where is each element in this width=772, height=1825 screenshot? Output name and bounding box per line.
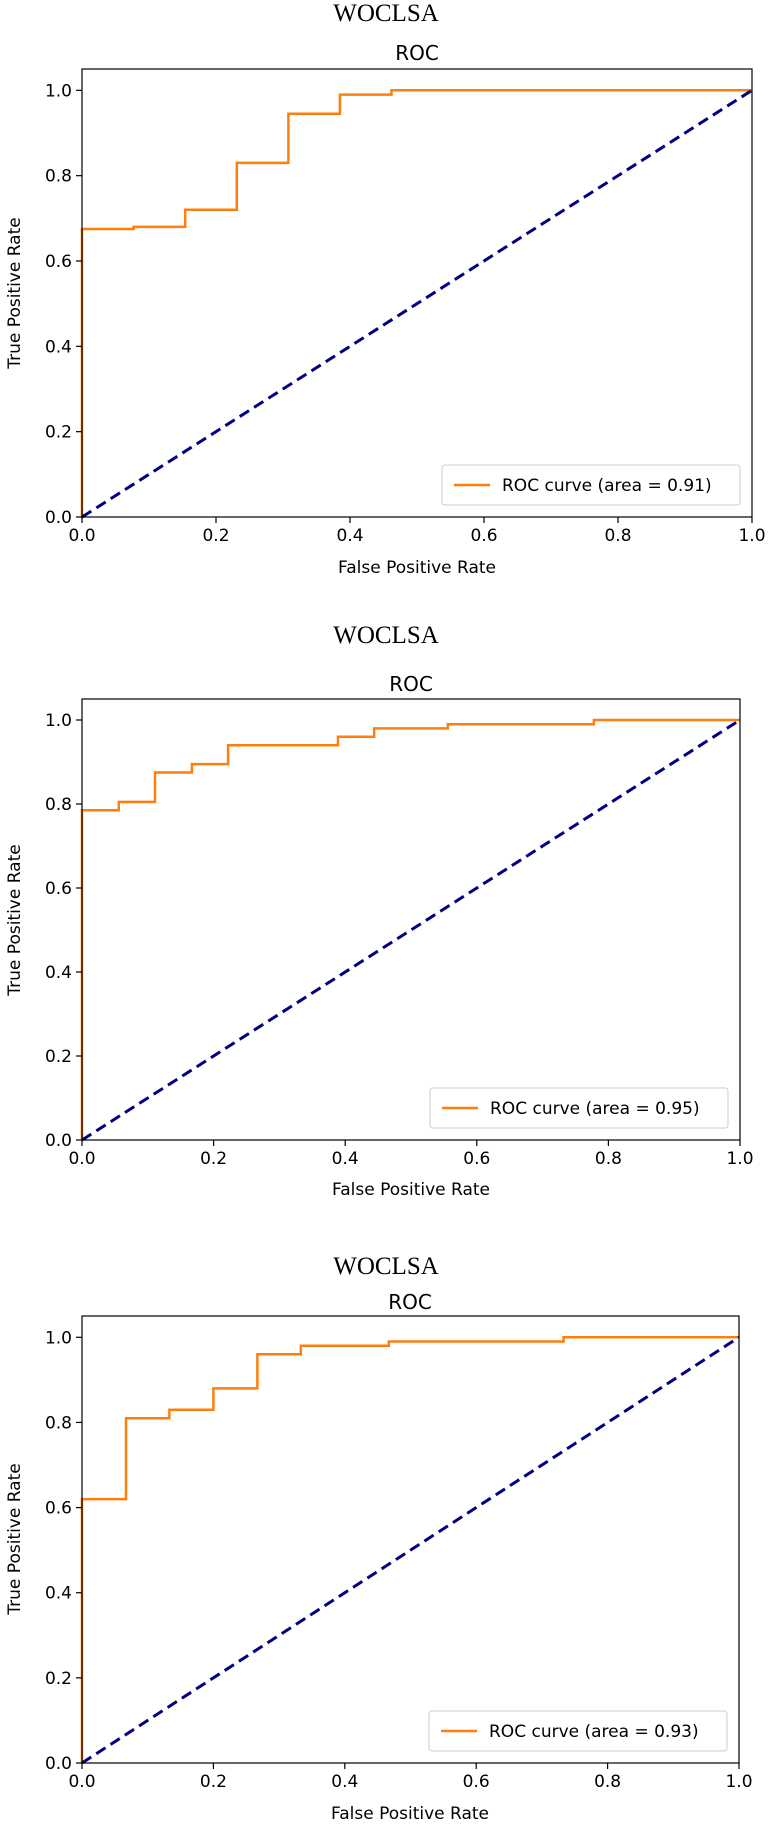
roc-chart-3: ROC False Positive Rate True Positive Ra… — [5, 1290, 753, 1824]
roc-panel-2: WOCLSA ROC False Positive Rate True Posi… — [0, 622, 772, 1222]
legend: ROC curve (area = 0.93) — [428, 1710, 728, 1752]
legend-label: ROC curve (area = 0.93) — [489, 1722, 699, 1742]
x-tick-label: 1.0 — [738, 526, 765, 546]
y-axis-label: True Positive Rate — [5, 1463, 25, 1615]
roc-chart-1: ROC False Positive Rate True Positive Ra… — [5, 41, 766, 578]
y-tick-label: 1.0 — [45, 1328, 72, 1348]
y-tick-label: 0.6 — [45, 1499, 72, 1519]
y-tick-label: 0.4 — [45, 963, 72, 983]
chance-diagonal-line — [81, 1336, 740, 1765]
y-tick-label: 1.0 — [45, 81, 72, 101]
roc-panel-1: WOCLSA ROC False Positive Rate True Posi… — [0, 0, 772, 600]
y-axis-label: True Positive Rate — [5, 217, 25, 369]
figure-title: WOCLSA — [333, 1253, 439, 1280]
plot-frame — [81, 68, 753, 518]
roc-curve-line — [80, 89, 752, 517]
x-tick-label: 0.8 — [594, 1772, 621, 1792]
roc-panel-3: WOCLSA ROC False Positive Rate True Posi… — [0, 1253, 772, 1825]
x-tick-label: 0.0 — [68, 1149, 95, 1169]
chance-diagonal-line — [81, 89, 753, 519]
y-tick-label: 0.2 — [45, 423, 72, 443]
x-tick-label: 0.0 — [68, 526, 95, 546]
plot-title: ROC — [395, 41, 439, 65]
x-axis-label: False Positive Rate — [338, 558, 496, 578]
y-tick-label: 0.2 — [45, 1047, 72, 1067]
x-tick-label: 0.6 — [463, 1149, 490, 1169]
legend-box — [429, 1087, 729, 1129]
x-tick-label: 1.0 — [725, 1772, 752, 1792]
legend-label: ROC curve (area = 0.95) — [490, 1099, 700, 1119]
x-tick-label: 0.0 — [68, 1772, 95, 1792]
plot-frame — [81, 698, 741, 1141]
y-tick-label: 0.6 — [45, 252, 72, 272]
x-axis-label: False Positive Rate — [331, 1804, 489, 1824]
y-tick-label: 0.8 — [45, 167, 72, 187]
legend-box — [428, 1710, 728, 1752]
x-tick-label: 0.6 — [463, 1772, 490, 1792]
roc-chart-2: ROC False Positive Rate True Positive Ra… — [5, 672, 754, 1200]
y-tick-label: 1.0 — [45, 711, 72, 731]
y-tick-label: 0.4 — [45, 1584, 72, 1604]
x-tick-label: 0.4 — [332, 1149, 359, 1169]
plot-frame — [81, 1315, 740, 1764]
y-tick-label: 0.2 — [45, 1669, 72, 1689]
y-axis-label: True Positive Rate — [5, 844, 25, 996]
plot-title: ROC — [389, 672, 433, 696]
roc-curve-line — [80, 1336, 739, 1763]
x-tick-label: 0.6 — [470, 526, 497, 546]
legend: ROC curve (area = 0.91) — [441, 464, 741, 506]
y-tick-label: 0.6 — [45, 879, 72, 899]
legend-label: ROC curve (area = 0.91) — [502, 476, 712, 496]
x-tick-label: 0.4 — [331, 1772, 358, 1792]
y-tick-label: 0.0 — [45, 1754, 72, 1774]
x-tick-label: 0.2 — [200, 1772, 227, 1792]
x-tick-label: 0.2 — [200, 1149, 227, 1169]
x-axis-label: False Positive Rate — [332, 1180, 490, 1200]
x-tick-label: 0.4 — [336, 526, 363, 546]
legend-box — [441, 464, 741, 506]
y-tick-label: 0.0 — [45, 1131, 72, 1151]
x-tick-label: 1.0 — [726, 1149, 753, 1169]
x-tick-label: 0.8 — [604, 526, 631, 546]
plot-title: ROC — [388, 1290, 432, 1314]
x-tick-label: 0.8 — [595, 1149, 622, 1169]
figure-title: WOCLSA — [333, 622, 439, 649]
chance-diagonal-line — [81, 718, 741, 1142]
roc-curve-line — [80, 718, 740, 1140]
y-tick-label: 0.8 — [45, 795, 72, 815]
legend: ROC curve (area = 0.95) — [429, 1087, 729, 1129]
figure-title: WOCLSA — [333, 0, 439, 27]
x-tick-label: 0.2 — [202, 526, 229, 546]
y-tick-label: 0.0 — [45, 508, 72, 528]
y-tick-label: 0.4 — [45, 337, 72, 357]
y-tick-label: 0.8 — [45, 1413, 72, 1433]
